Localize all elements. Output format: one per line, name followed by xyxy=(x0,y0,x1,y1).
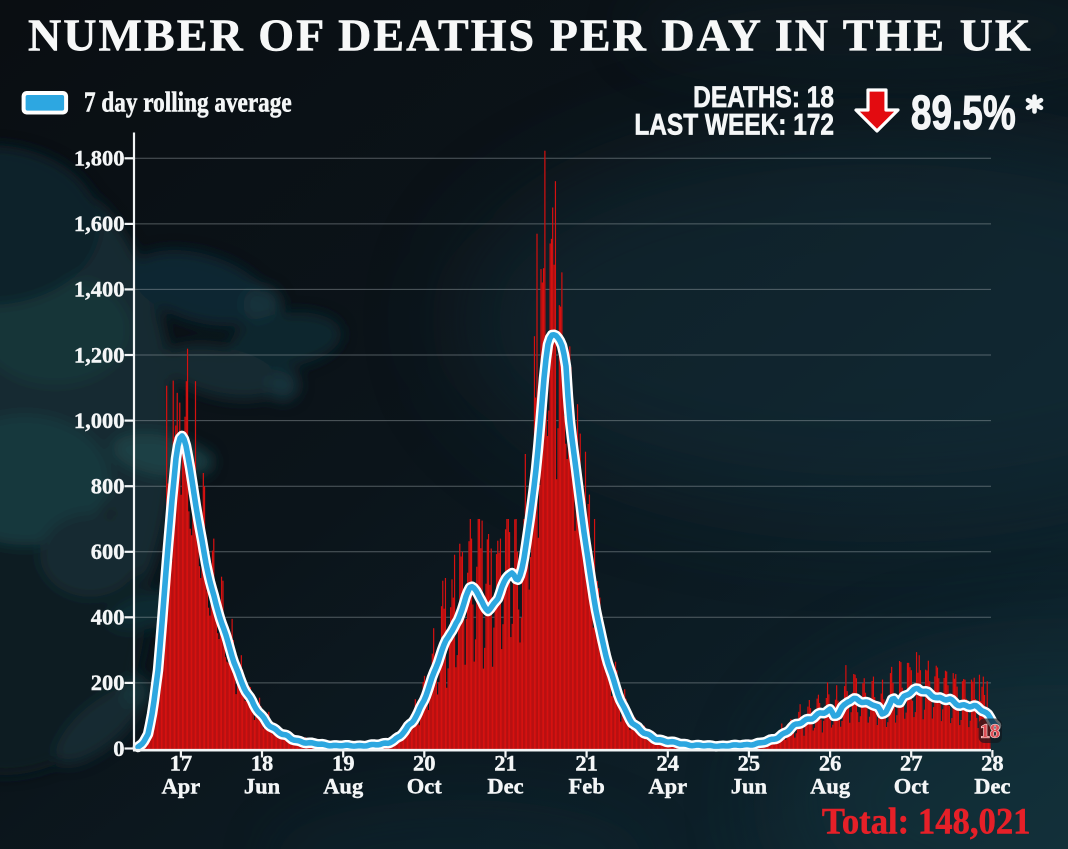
svg-text:Feb: Feb xyxy=(568,774,604,799)
svg-text:Oct: Oct xyxy=(407,774,442,799)
svg-text:89.5%: 89.5% xyxy=(911,87,1016,141)
svg-text:1,000: 1,000 xyxy=(74,408,125,433)
svg-text:Dec: Dec xyxy=(487,774,523,799)
svg-text:26: 26 xyxy=(819,751,842,776)
svg-text:21: 21 xyxy=(575,751,598,776)
svg-text:Jun: Jun xyxy=(244,774,281,799)
svg-text:Aug: Aug xyxy=(323,774,364,799)
svg-text:18: 18 xyxy=(980,721,1000,743)
svg-text:200: 200 xyxy=(91,670,125,695)
svg-text:21: 21 xyxy=(494,751,517,776)
svg-text:19: 19 xyxy=(332,751,355,776)
svg-text:25: 25 xyxy=(738,751,761,776)
svg-text:DEATHS: 18: DEATHS: 18 xyxy=(693,80,834,114)
svg-text:27: 27 xyxy=(900,751,923,776)
svg-text:1,400: 1,400 xyxy=(74,277,125,302)
svg-text:Jun: Jun xyxy=(731,774,768,799)
svg-text:LAST WEEK: 172: LAST WEEK: 172 xyxy=(634,107,834,141)
svg-text:Apr: Apr xyxy=(648,774,687,799)
svg-text:1,200: 1,200 xyxy=(74,342,125,367)
svg-text:NUMBER OF DEATHS PER DAY IN TH: NUMBER OF DEATHS PER DAY IN THE UK xyxy=(28,10,1033,61)
svg-text:17: 17 xyxy=(170,751,193,776)
svg-text:600: 600 xyxy=(91,539,125,564)
svg-text:7 day rolling average: 7 day rolling average xyxy=(84,86,292,118)
svg-text:Aug: Aug xyxy=(810,774,851,799)
svg-text:28: 28 xyxy=(981,751,1004,776)
svg-text:1,800: 1,800 xyxy=(74,146,125,171)
svg-text:400: 400 xyxy=(91,605,125,630)
svg-text:Total: 148,021: Total: 148,021 xyxy=(822,800,1031,841)
svg-text:0: 0 xyxy=(113,736,124,761)
svg-text:1,600: 1,600 xyxy=(74,211,125,236)
svg-text:24: 24 xyxy=(657,751,680,776)
svg-text:Oct: Oct xyxy=(894,774,929,799)
svg-text:Dec: Dec xyxy=(974,774,1010,799)
svg-text:Apr: Apr xyxy=(162,774,201,799)
svg-text:800: 800 xyxy=(91,474,125,499)
svg-text:20: 20 xyxy=(413,751,436,776)
svg-text:18: 18 xyxy=(251,751,274,776)
